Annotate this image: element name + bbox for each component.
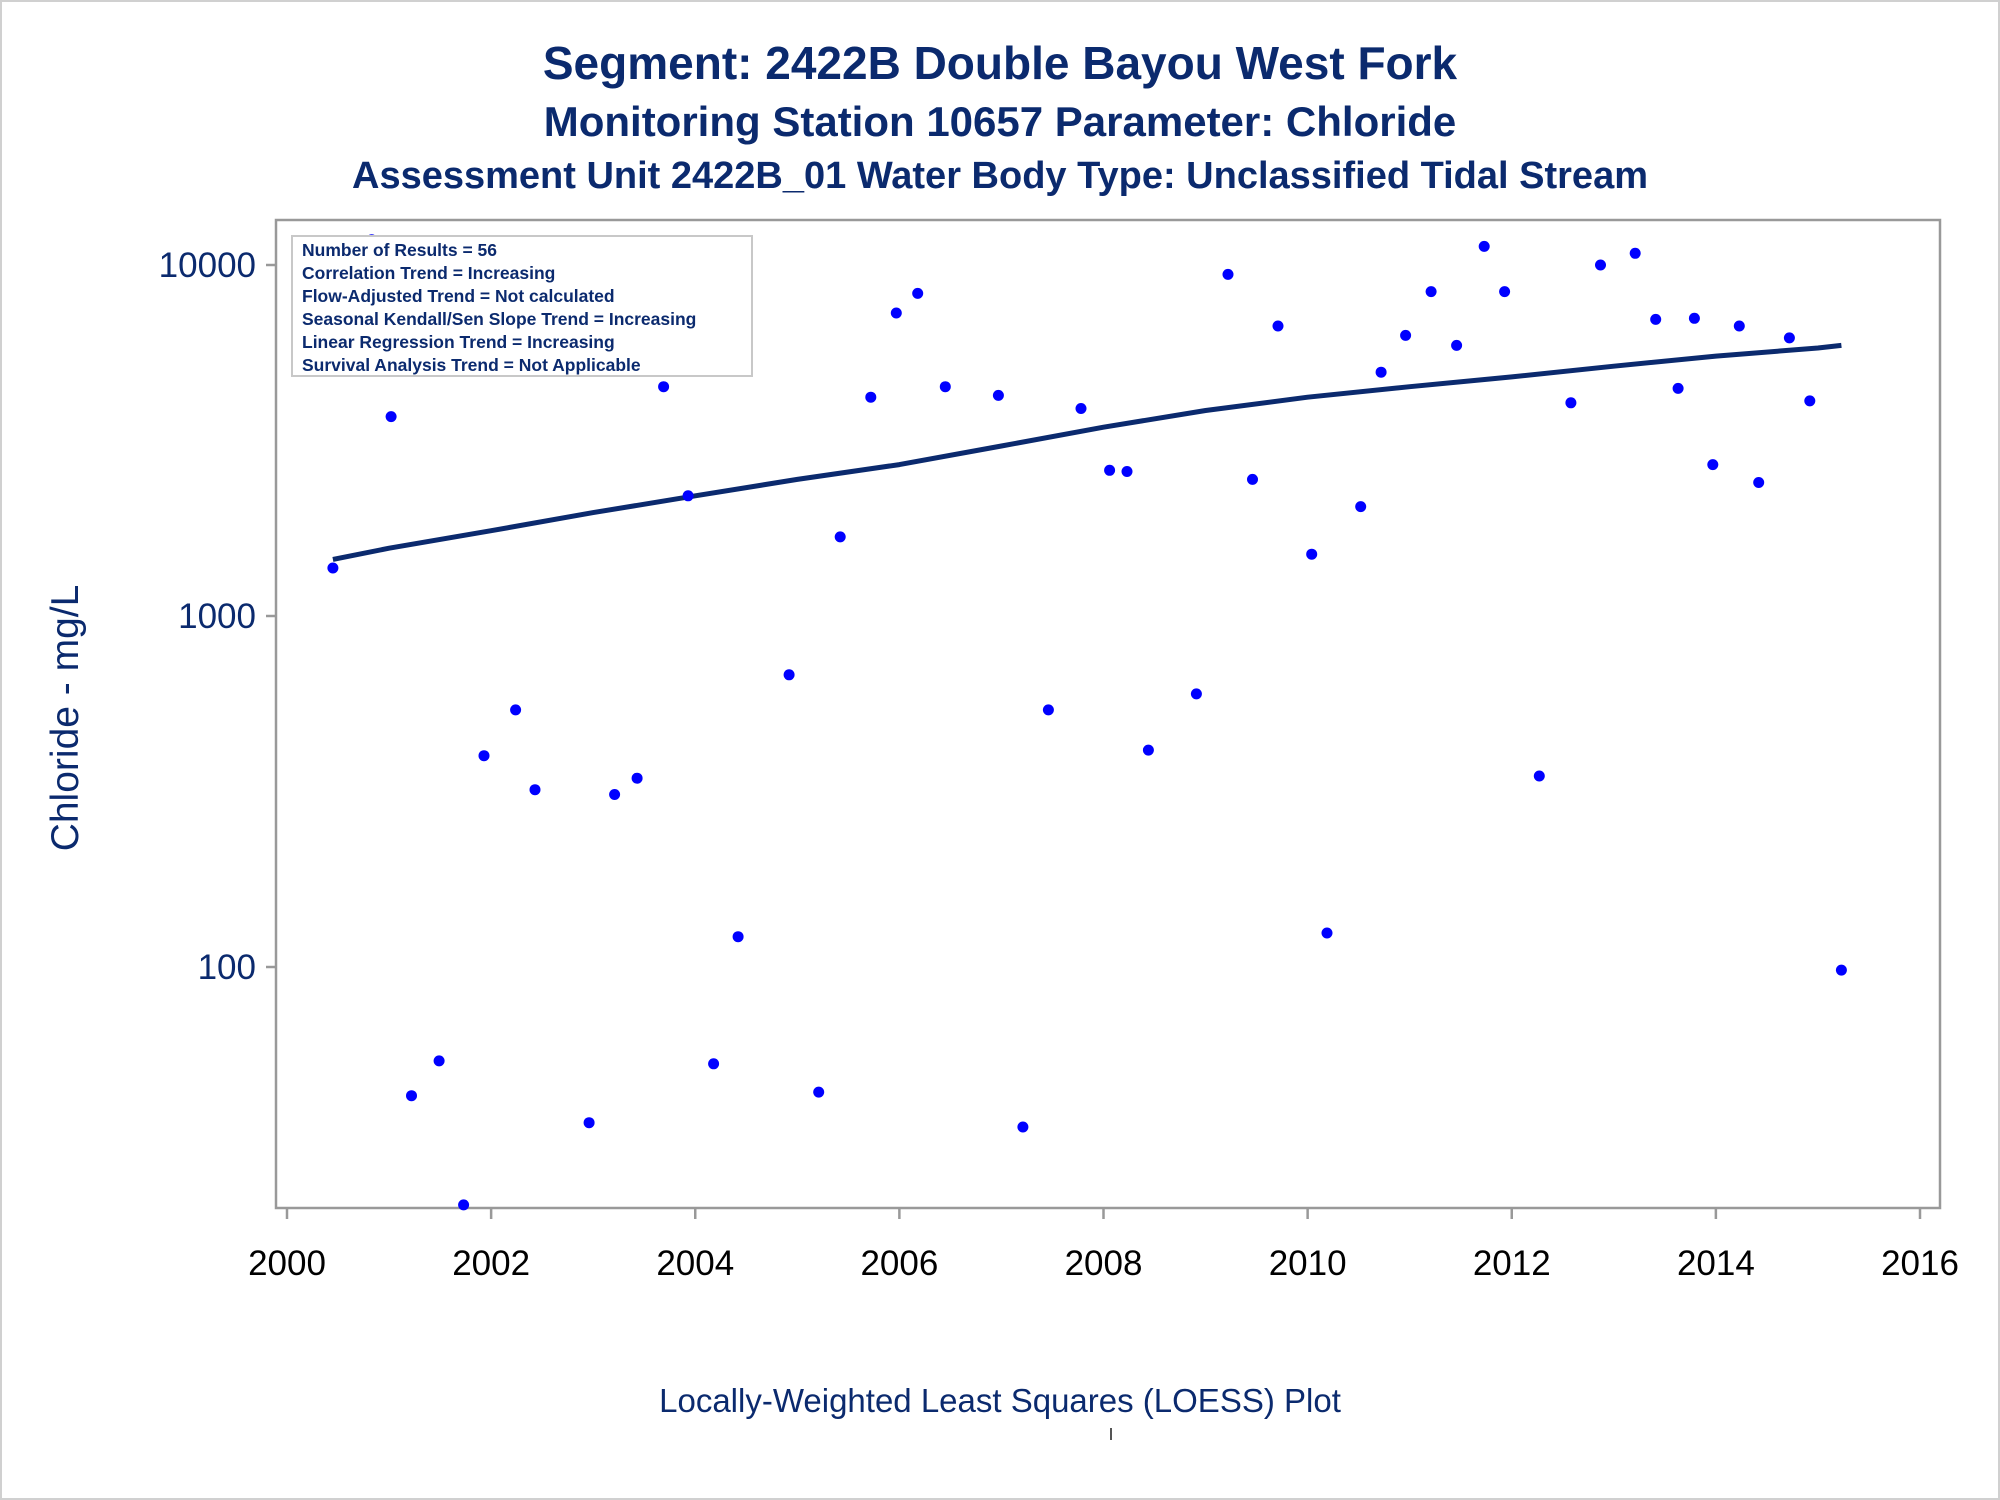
data-point	[1707, 459, 1719, 471]
y-axis: 100 1000 10000	[159, 246, 276, 987]
points-layer	[327, 234, 1847, 1211]
data-point	[631, 772, 643, 784]
chart-title: Segment: 2422B Double Bayou West Fork	[542, 37, 1458, 89]
data-point	[1425, 286, 1437, 298]
y-tick-label: 10000	[159, 246, 256, 285]
x-tick-label: 2012	[1473, 1244, 1551, 1283]
x-axis: 2000 2002 2004 2006 2008 2010 2012 2014 2016	[248, 1208, 1959, 1283]
data-point	[1042, 704, 1054, 716]
data-point	[1355, 501, 1367, 513]
data-point	[992, 389, 1004, 401]
data-point	[1247, 473, 1258, 485]
y-tick-label: 100	[198, 948, 256, 987]
stats-line-linear-regression: Linear Regression Trend = Increasing	[302, 332, 615, 352]
x-tick-label: 2016	[1881, 1244, 1959, 1283]
data-point	[1142, 744, 1154, 756]
trend-layer	[332, 342, 1842, 562]
data-point	[1222, 268, 1234, 280]
data-point	[732, 931, 744, 943]
stats-box-border	[291, 235, 753, 377]
data-point	[1075, 403, 1087, 414]
footnote: Locally-Weighted Least Squares (LOESS) P…	[659, 1382, 1341, 1419]
footnote-mark	[1110, 1428, 1112, 1440]
data-point	[1533, 770, 1545, 782]
x-tick-label: 2014	[1677, 1244, 1755, 1283]
x-tick-label: 2006	[860, 1244, 938, 1283]
trend-line	[332, 342, 1842, 562]
plot-area	[274, 218, 1942, 1210]
data-point	[1451, 339, 1463, 351]
data-point	[834, 531, 846, 543]
data-point	[1629, 247, 1641, 259]
stats-line-count: Number of Results = 56	[302, 240, 497, 260]
data-point	[1017, 1121, 1029, 1133]
data-point	[890, 307, 902, 319]
data-point	[433, 1055, 445, 1067]
stats-line-seasonal-kendall: Seasonal Kendall/Sen Slope Trend = Incre…	[302, 309, 696, 329]
data-point	[865, 391, 877, 403]
data-point	[939, 381, 951, 393]
data-point	[1595, 259, 1606, 271]
data-point	[1104, 464, 1116, 476]
data-point	[327, 562, 339, 574]
data-point	[510, 704, 522, 716]
stats-line-flow-adjusted: Flow-Adjusted Trend = Not calculated	[302, 286, 615, 306]
x-tick-label: 2004	[656, 1244, 734, 1283]
data-point	[1753, 477, 1765, 488]
x-tick-label: 2010	[1269, 1244, 1347, 1283]
data-point	[658, 381, 670, 393]
x-tick-label: 2008	[1065, 1244, 1143, 1283]
data-point	[813, 1086, 825, 1098]
stats-line-survival: Survival Analysis Trend = Not Applicable	[302, 355, 641, 375]
data-point	[1804, 395, 1816, 407]
data-point	[529, 784, 541, 796]
data-point	[1375, 366, 1387, 378]
data-point	[1672, 382, 1684, 394]
data-point	[682, 490, 694, 502]
data-point	[385, 411, 397, 423]
data-point	[1835, 964, 1847, 976]
data-point	[912, 287, 924, 299]
data-point	[708, 1058, 720, 1070]
data-point	[1121, 466, 1133, 477]
data-point	[1783, 332, 1795, 344]
data-point	[1688, 312, 1700, 324]
x-tick-label: 2000	[248, 1244, 326, 1283]
data-point	[478, 750, 490, 762]
data-point	[609, 789, 621, 800]
data-point	[1733, 320, 1745, 332]
data-point	[1400, 329, 1412, 341]
data-point	[1190, 688, 1202, 700]
data-point	[583, 1117, 595, 1129]
y-axis-label: Chloride - mg/L	[44, 585, 87, 852]
data-point	[1272, 320, 1284, 332]
data-point	[1499, 286, 1511, 298]
data-point	[1478, 240, 1490, 252]
data-point	[458, 1199, 470, 1211]
data-point	[783, 669, 795, 681]
chart-subtitle-assessment: Assessment Unit 2422B_01 Water Body Type…	[352, 155, 1648, 197]
data-point	[1321, 927, 1333, 939]
data-point	[1565, 397, 1577, 409]
data-point	[1650, 313, 1662, 325]
data-point	[406, 1090, 417, 1102]
x-tick-label: 2002	[452, 1244, 530, 1283]
data-point	[1306, 548, 1318, 560]
y-tick-label: 1000	[178, 597, 256, 636]
chart-subtitle-station: Monitoring Station 10657 Parameter: Chlo…	[543, 98, 1457, 145]
stats-line-correlation: Correlation Trend = Increasing	[302, 263, 555, 283]
stats-box: Number of Results = 56 Correlation Trend…	[291, 235, 753, 377]
